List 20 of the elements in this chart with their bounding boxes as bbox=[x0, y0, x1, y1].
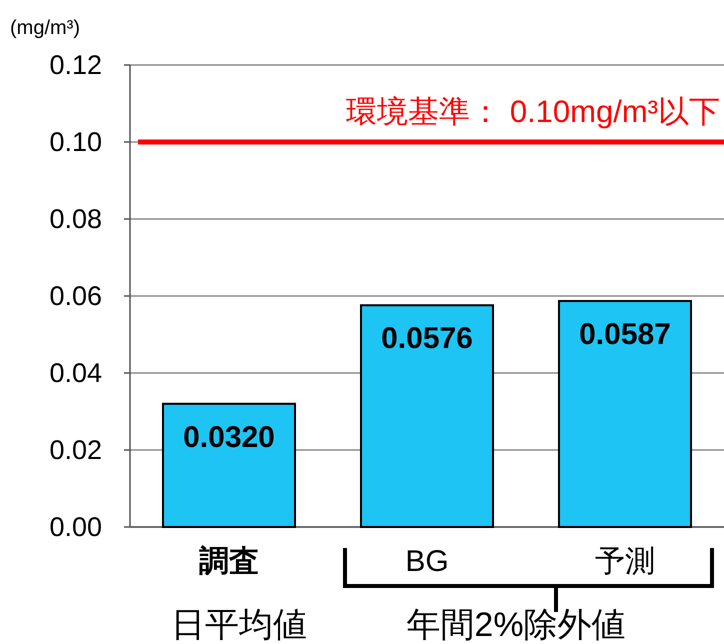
y-tick-label: 0.06 bbox=[49, 281, 102, 311]
y-tick-label: 0.02 bbox=[49, 435, 102, 465]
text: 年間2%除外値 bbox=[406, 606, 626, 644]
y-axis-title: (mg/m³) bbox=[10, 17, 80, 39]
x-tick-label: 調査 bbox=[199, 545, 259, 578]
text: 日平均値 bbox=[171, 606, 307, 644]
x-tick-label: 予測 bbox=[595, 545, 655, 578]
y-tick-label: 0.12 bbox=[49, 50, 102, 80]
bar bbox=[558, 300, 692, 528]
y-tick-label: 0.08 bbox=[49, 204, 102, 234]
bar bbox=[162, 402, 296, 528]
data-label: 0.0576 bbox=[381, 322, 473, 356]
y-tick-label: 0.04 bbox=[49, 358, 102, 388]
y-tick-label: 0.00 bbox=[49, 512, 102, 542]
data-label: 0.0587 bbox=[579, 318, 671, 352]
data-label: 0.0320 bbox=[183, 420, 275, 454]
x-tick-label: BG bbox=[405, 545, 449, 578]
bar bbox=[360, 304, 494, 528]
y-tick-label: 0.10 bbox=[49, 127, 102, 157]
ref-line-label: 環境基準： 0.10mg/m³以下 bbox=[346, 94, 720, 129]
